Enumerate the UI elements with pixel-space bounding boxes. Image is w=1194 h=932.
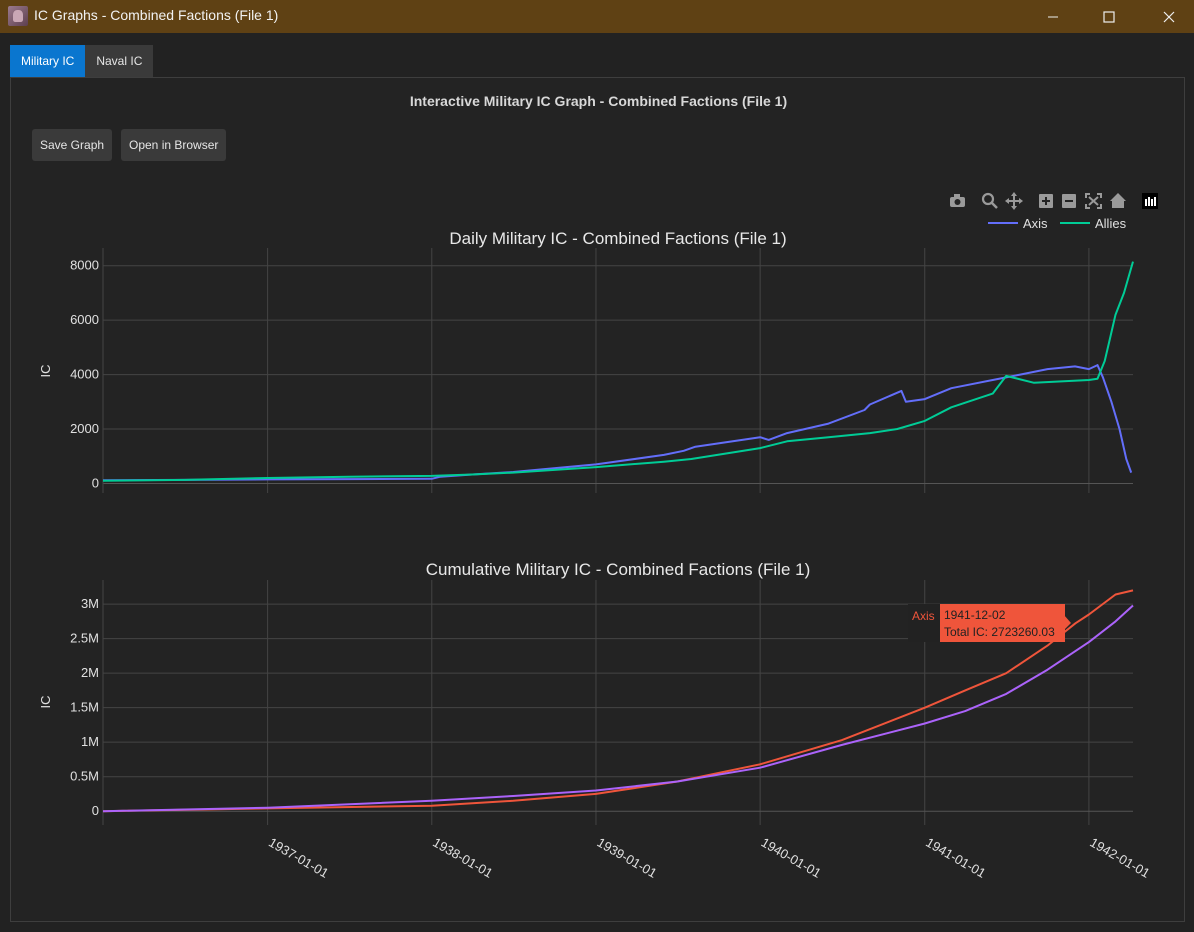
x-tick-label: 1937-01-01 xyxy=(266,835,331,881)
tooltip-date: 1941-12-02 xyxy=(944,608,1006,622)
daily-chart[interactable]: 0 2000 4000 6000 8000 xyxy=(70,248,1134,493)
save-graph-button[interactable]: Save Graph xyxy=(32,129,113,161)
hover-tooltip: Axis 1941-12-02 Total IC: 2723260.03 xyxy=(908,604,1071,642)
plotly-logo-icon[interactable] xyxy=(1142,193,1158,209)
minimize-icon xyxy=(1048,16,1058,17)
cumulative-y-axis-label: IC xyxy=(38,696,53,709)
y-tick-label: 1.5M xyxy=(70,700,99,715)
tooltip-box xyxy=(940,604,1065,642)
pan-icon[interactable] xyxy=(1005,192,1023,210)
autoscale-icon[interactable] xyxy=(1085,193,1102,209)
cumulative-chart-title: Cumulative Military IC - Combined Factio… xyxy=(426,560,811,579)
modebar xyxy=(950,192,1158,210)
panel-title: Interactive Military IC Graph - Combined… xyxy=(409,93,788,109)
series-line-axis xyxy=(102,364,1133,482)
daily-chart-title: Daily Military IC - Combined Factions (F… xyxy=(449,229,786,248)
tooltip-arrow xyxy=(1064,615,1071,630)
tab-bar: Military IC Naval IC xyxy=(10,45,154,77)
close-button[interactable] xyxy=(1146,0,1192,33)
window-title: IC Graphs - Combined Factions (File 1) xyxy=(34,7,279,23)
y-tick-label: 8000 xyxy=(70,258,99,273)
minimize-button[interactable] xyxy=(1030,0,1076,33)
series-line-allies xyxy=(102,604,1134,813)
maximize-icon xyxy=(1103,10,1115,23)
y-tick-label: 2.5M xyxy=(70,631,99,646)
y-tick-label: 1M xyxy=(81,734,99,749)
series-line-axis xyxy=(102,589,1134,813)
tooltip-value: Total IC: 2723260.03 xyxy=(944,625,1055,639)
x-tick-label: 1939-01-01 xyxy=(594,835,659,881)
graph-panel: Interactive Military IC Graph - Combined… xyxy=(10,77,1185,922)
daily-y-axis-label: IC xyxy=(38,365,53,378)
window-titlebar: IC Graphs - Combined Factions (File 1) xyxy=(0,0,1194,33)
series-line-allies xyxy=(102,261,1134,482)
legend[interactable]: Axis Allies xyxy=(988,216,1127,231)
zoom-icon[interactable] xyxy=(981,192,998,209)
y-tick-label: 3M xyxy=(81,596,99,611)
home-icon[interactable] xyxy=(1110,193,1126,208)
maximize-button[interactable] xyxy=(1086,0,1132,33)
legend-allies-label[interactable]: Allies xyxy=(1095,216,1127,231)
y-tick-label: 4000 xyxy=(70,367,99,382)
x-tick-label: 1941-01-01 xyxy=(923,835,988,881)
legend-axis-label[interactable]: Axis xyxy=(1023,216,1048,231)
zoom-out-icon[interactable] xyxy=(1062,194,1076,208)
x-tick-label: 1938-01-01 xyxy=(430,835,495,881)
y-tick-label: 2000 xyxy=(70,421,99,436)
tab-military-ic[interactable]: Military IC xyxy=(10,45,86,77)
tooltip-series-name: Axis xyxy=(912,609,935,623)
y-tick-label: 6000 xyxy=(70,312,99,327)
x-tick-label: 1940-01-01 xyxy=(759,835,824,881)
y-tick-label: 2M xyxy=(81,665,99,680)
y-tick-label: 0.5M xyxy=(70,769,99,784)
close-icon xyxy=(1163,11,1175,22)
zoom-in-icon[interactable] xyxy=(1039,194,1053,208)
y-tick-label: 0 xyxy=(92,803,99,818)
app-icon xyxy=(8,6,28,26)
tab-naval-ic[interactable]: Naval IC xyxy=(85,45,154,77)
camera-icon[interactable] xyxy=(950,194,965,207)
x-tick-label: 1942-01-01 xyxy=(1087,835,1152,881)
open-in-browser-button[interactable]: Open in Browser xyxy=(121,129,227,161)
y-tick-label: 0 xyxy=(92,475,99,490)
